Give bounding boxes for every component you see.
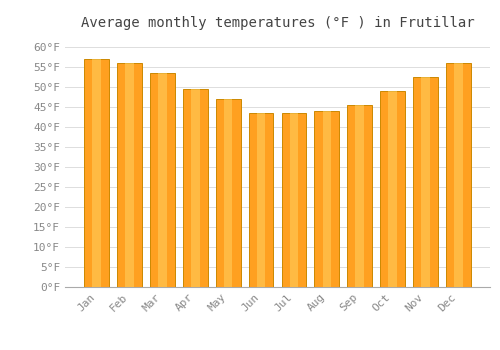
Bar	[314, 111, 339, 287]
Bar	[216, 99, 240, 287]
Bar	[150, 73, 174, 287]
Bar	[256, 113, 266, 287]
Bar	[380, 91, 405, 287]
Bar	[183, 89, 208, 287]
Bar	[191, 89, 200, 287]
Bar	[117, 63, 142, 287]
Title: Average monthly temperatures (°F ) in Frutillar: Average monthly temperatures (°F ) in Fr…	[80, 16, 474, 30]
Bar	[388, 91, 397, 287]
Bar	[356, 105, 364, 287]
Bar	[454, 63, 462, 287]
Bar	[413, 77, 438, 287]
Bar	[348, 105, 372, 287]
Bar	[446, 63, 470, 287]
Bar	[92, 59, 101, 287]
Bar	[322, 111, 331, 287]
Bar	[158, 73, 166, 287]
Bar	[248, 113, 274, 287]
Bar	[421, 77, 430, 287]
Bar	[125, 63, 134, 287]
Bar	[224, 99, 232, 287]
Bar	[290, 113, 298, 287]
Bar	[282, 113, 306, 287]
Bar	[84, 59, 109, 287]
